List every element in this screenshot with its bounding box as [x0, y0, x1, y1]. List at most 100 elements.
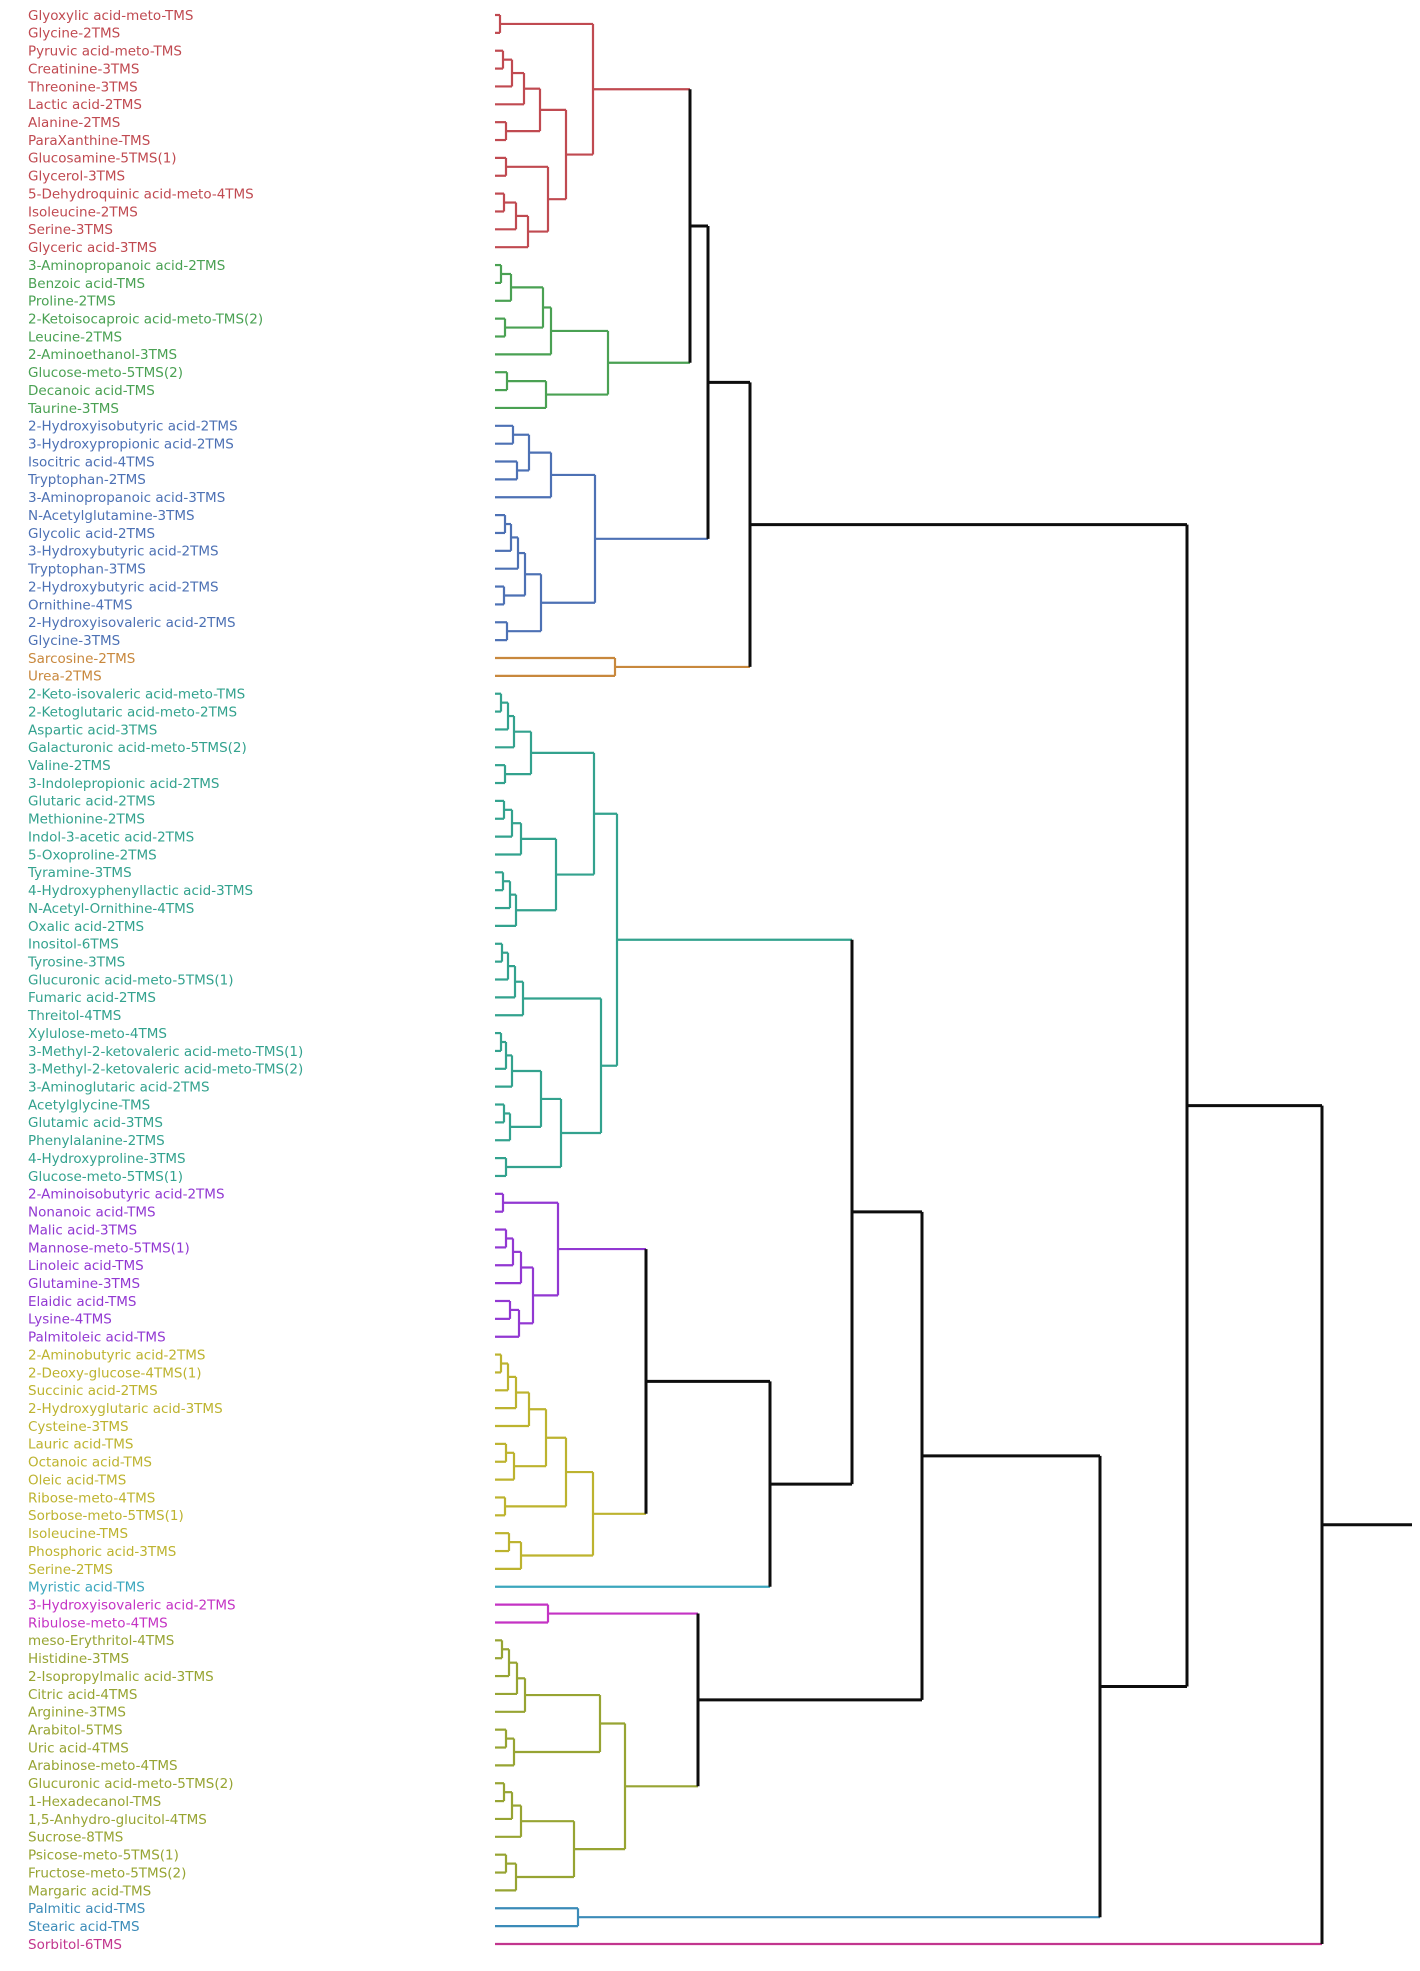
- leaf-label: Phosphoric acid-3TMS: [28, 1544, 176, 1560]
- leaf-label: Glutaric acid-2TMS: [28, 794, 155, 810]
- leaf-labels: Glyoxylic acid-meto-TMS Glycine-2TMS Pyruv…: [27, 8, 303, 1953]
- leaf-label: Leucine-2TMS: [28, 329, 122, 345]
- leaf-label: 2-Hydroxyglutaric acid-3TMS: [28, 1401, 223, 1417]
- leaf-label: Benzoic acid-TMS: [28, 276, 145, 292]
- leaf-label: Glycine-3TMS: [28, 633, 120, 649]
- leaf-label: 2-Hydroxyisovaleric acid-2TMS: [28, 615, 236, 631]
- leaf-label: 2-Ketoisocaproic acid-meto-TMS(2): [28, 312, 263, 328]
- leaf-label: Ribose-meto-4TMS: [28, 1490, 155, 1506]
- leaf-label: Aspartic acid-3TMS: [28, 722, 157, 738]
- leaf-label: Citric acid-4TMS: [28, 1687, 137, 1703]
- leaf-label: Urea-2TMS: [28, 669, 102, 685]
- leaf-label: Glycine-2TMS: [28, 26, 120, 42]
- leaf-label: Valine-2TMS: [28, 758, 111, 774]
- leaf-label: Succinic acid-2TMS: [28, 1383, 158, 1399]
- leaf-label: Threitol-4TMS: [27, 1008, 121, 1024]
- leaf-label: Malic acid-3TMS: [28, 1222, 137, 1238]
- leaf-label: Glutamine-3TMS: [28, 1276, 140, 1292]
- leaf-label: Arginine-3TMS: [28, 1705, 126, 1721]
- leaf-label: Lactic acid-2TMS: [28, 97, 142, 113]
- leaf-label: 2-Isopropylmalic acid-3TMS: [28, 1669, 214, 1685]
- leaf-label: 2-Ketoglutaric acid-meto-2TMS: [28, 704, 237, 720]
- leaf-label: Glycolic acid-2TMS: [28, 526, 155, 542]
- leaf-label: Palmitic acid-TMS: [28, 1901, 145, 1917]
- leaf-label: Tyramine-3TMS: [27, 865, 132, 881]
- leaf-label: 4-Hydroxyphenyllactic acid-3TMS: [28, 883, 253, 899]
- leaf-label: Acetylglycine-TMS: [28, 1097, 150, 1113]
- leaf-label: 2-Deoxy-glucose-4TMS(1): [28, 1365, 202, 1381]
- leaf-label: 3-Hydroxybutyric acid-2TMS: [28, 544, 219, 560]
- leaf-label: Sucrose-8TMS: [28, 1830, 123, 1846]
- leaf-label: 1-Hexadecanol-TMS: [28, 1794, 161, 1810]
- leaf-label: Glyoxylic acid-meto-TMS: [28, 8, 193, 24]
- leaf-label: Pyruvic acid-meto-TMS: [28, 44, 182, 60]
- leaf-label: Phenylalanine-2TMS: [28, 1133, 165, 1149]
- leaf-label: 4-Hydroxyproline-3TMS: [28, 1151, 186, 1167]
- leaf-label: Isoleucine-TMS: [28, 1526, 128, 1542]
- leaf-label: Proline-2TMS: [28, 294, 116, 310]
- leaf-label: 3-Methyl-2-ketovaleric acid-meto-TMS(1): [28, 1044, 303, 1060]
- leaf-label: Isoleucine-2TMS: [28, 204, 138, 220]
- leaf-label: ParaXanthine-TMS: [28, 133, 150, 149]
- leaf-label: Nonanoic acid-TMS: [28, 1205, 156, 1221]
- leaf-label: Oxalic acid-2TMS: [28, 919, 144, 935]
- leaf-label: Lysine-4TMS: [28, 1312, 112, 1328]
- leaf-label: Glycerol-3TMS: [28, 169, 125, 185]
- dendrogram-links: [495, 13, 1412, 1946]
- leaf-label: 3-Hydroxyisovaleric acid-2TMS: [28, 1598, 236, 1614]
- leaf-label: Glucuronic acid-meto-5TMS(2): [28, 1776, 233, 1792]
- leaf-label: 1,5-Anhydro-glucitol-4TMS: [28, 1812, 207, 1828]
- leaf-label: Oleic acid-TMS: [28, 1473, 126, 1489]
- leaf-label: Ribulose-meto-4TMS: [28, 1615, 168, 1631]
- leaf-label: 3-Aminopropanoic acid-2TMS: [28, 258, 225, 274]
- leaf-label: Margaric acid-TMS: [28, 1883, 151, 1899]
- leaf-label: Taurine-3TMS: [27, 401, 119, 417]
- leaf-label: Glutamic acid-3TMS: [28, 1115, 163, 1131]
- leaf-label: 3-Indolepropionic acid-2TMS: [28, 776, 220, 792]
- leaf-label: 2-Hydroxyisobutyric acid-2TMS: [28, 419, 238, 435]
- leaf-label: Psicose-meto-5TMS(1): [28, 1848, 179, 1864]
- leaf-label: Lauric acid-TMS: [28, 1437, 133, 1453]
- leaf-label: 3-Methyl-2-ketovaleric acid-meto-TMS(2): [28, 1062, 303, 1078]
- leaf-label: Isocitric acid-4TMS: [28, 454, 155, 470]
- leaf-label: 3-Hydroxypropionic acid-2TMS: [28, 437, 234, 453]
- leaf-label: Tyrosine-3TMS: [27, 955, 125, 971]
- leaf-label: Alanine-2TMS: [28, 115, 120, 131]
- leaf-label: Tryptophan-3TMS: [27, 562, 146, 578]
- leaf-label: Elaidic acid-TMS: [28, 1294, 136, 1310]
- leaf-label: Linoleic acid-TMS: [28, 1258, 144, 1274]
- leaf-label: Glucosamine-5TMS(1): [28, 151, 177, 167]
- leaf-label: 2-Aminoethanol-3TMS: [28, 347, 177, 363]
- leaf-label: Methionine-2TMS: [28, 812, 145, 828]
- leaf-label: Glucose-meto-5TMS(1): [28, 1169, 183, 1185]
- leaf-label: meso-Erythritol-4TMS: [28, 1633, 174, 1649]
- leaf-label: Serine-3TMS: [28, 222, 113, 238]
- leaf-label: Decanoic acid-TMS: [28, 383, 155, 399]
- leaf-label: Ornithine-4TMS: [28, 597, 133, 613]
- leaf-label: Sorbose-meto-5TMS(1): [28, 1508, 184, 1524]
- leaf-label: 5-Oxoproline-2TMS: [28, 847, 157, 863]
- leaf-label: 3-Aminoglutaric acid-2TMS: [28, 1080, 210, 1096]
- leaf-label: Sorbitol-6TMS: [28, 1937, 122, 1953]
- leaf-label: Inositol-6TMS: [28, 937, 119, 953]
- leaf-label: Tryptophan-2TMS: [27, 472, 146, 488]
- leaf-label: Galacturonic acid-meto-5TMS(2): [28, 740, 247, 756]
- leaf-label: Fructose-meto-5TMS(2): [28, 1865, 186, 1881]
- leaf-label: Octanoic acid-TMS: [28, 1455, 152, 1471]
- leaf-label: Histidine-3TMS: [28, 1651, 129, 1667]
- leaf-label: 5-Dehydroquinic acid-meto-4TMS: [28, 187, 254, 203]
- leaf-label: Threonine-3TMS: [27, 79, 138, 95]
- leaf-label: Fumaric acid-2TMS: [28, 990, 156, 1006]
- leaf-label: Arabitol-5TMS: [28, 1723, 123, 1739]
- leaf-label: 2-Aminobutyric acid-2TMS: [28, 1347, 205, 1363]
- leaf-label: 2-Hydroxybutyric acid-2TMS: [28, 579, 219, 595]
- leaf-label: Palmitoleic acid-TMS: [28, 1330, 166, 1346]
- leaf-label: N-Acetyl-Ornithine-4TMS: [28, 901, 194, 917]
- leaf-label: Glucose-meto-5TMS(2): [28, 365, 183, 381]
- leaf-label: Creatinine-3TMS: [28, 61, 139, 77]
- leaf-label: Cysteine-3TMS: [28, 1419, 129, 1435]
- leaf-label: N-Acetylglutamine-3TMS: [28, 508, 195, 524]
- leaf-label: Mannose-meto-5TMS(1): [28, 1240, 190, 1256]
